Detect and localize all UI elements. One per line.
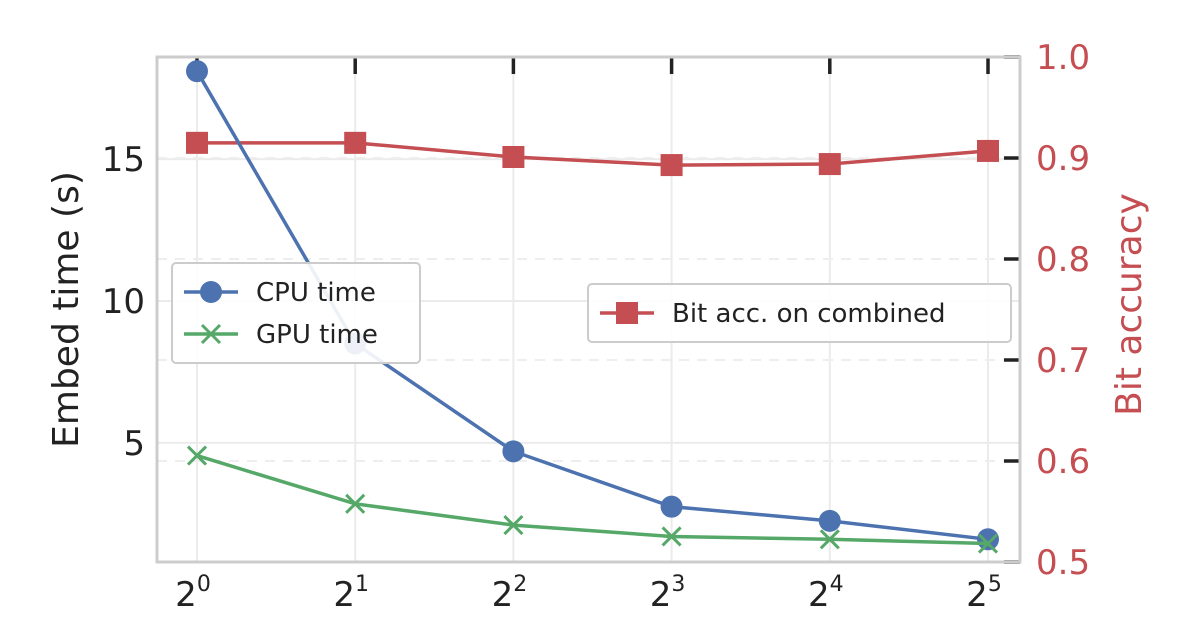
- legend-right: Bit acc. on combined: [587, 283, 1012, 343]
- series-line-gpu-time: [196, 453, 989, 546]
- legend-marker: [200, 323, 222, 345]
- data-point-cpu-time: [818, 509, 841, 532]
- x-marker-stroke: [977, 533, 999, 554]
- legend-left: CPU time GPU time: [171, 262, 421, 364]
- data-point-bit-acc-on-combined: [344, 131, 367, 154]
- data-point-gpu-time: [186, 445, 208, 466]
- x-tick-label: 25: [966, 572, 1002, 615]
- y-right-tick-label: 0.5: [1036, 543, 1090, 583]
- data-point-gpu-time: [977, 533, 999, 554]
- legend-marker: [200, 281, 222, 303]
- data-point-cpu-time: [977, 528, 999, 551]
- series-bit-acc-on-combined: [186, 131, 999, 177]
- series-line-bit-acc-on-combined: [197, 141, 989, 167]
- data-point-bit-acc-on-combined: [977, 139, 999, 162]
- legend-frame: [587, 283, 1012, 343]
- legend-entry: GPU time: [184, 320, 378, 350]
- y-right-tick-label: 1.0: [1036, 38, 1090, 78]
- legend-entry: Bit acc. on combined: [600, 299, 945, 329]
- data-point-gpu-time: [345, 493, 366, 514]
- x-tick-label: 21: [333, 572, 369, 615]
- x-tick-label: 24: [808, 572, 844, 615]
- y-axis-right-label: Bit accuracy: [1109, 193, 1150, 416]
- data-point-gpu-time: [503, 515, 524, 536]
- data-point-cpu-time: [660, 495, 683, 518]
- y-right-tick-label: 0.7: [1036, 341, 1090, 381]
- y-right-tick-label: 0.9: [1036, 139, 1090, 179]
- x-marker-stroke: [186, 445, 208, 466]
- x-tick-label: 22: [492, 572, 528, 615]
- x-marker-stroke: [345, 493, 366, 514]
- y-left-tick-label: 10: [102, 282, 145, 322]
- data-point-bit-acc-on-combined: [502, 145, 525, 168]
- data-point-gpu-time: [661, 526, 682, 547]
- x-marker-stroke: [503, 515, 524, 536]
- legend-frame: [171, 262, 421, 364]
- data-point-bit-acc-on-combined: [818, 153, 841, 176]
- data-point-bit-acc-on-combined: [660, 154, 683, 177]
- x-tick-label: 23: [650, 572, 686, 615]
- y-right-tick-label: 0.8: [1036, 240, 1090, 280]
- y-axis-left-label: Embed time (s): [46, 171, 87, 448]
- legend-label: GPU time: [256, 320, 378, 350]
- legend-label: Bit acc. on combined: [672, 299, 945, 329]
- x-marker-stroke: [661, 526, 682, 547]
- series-gpu-time: [186, 445, 999, 554]
- data-point-cpu-time: [502, 440, 525, 463]
- legend-marker: [616, 302, 638, 324]
- legend-entry: CPU time: [184, 278, 376, 308]
- data-point-bit-acc-on-combined: [186, 131, 208, 154]
- plot-frame: [155, 55, 1022, 564]
- data-point-cpu-time: [186, 60, 208, 83]
- legend-label: CPU time: [256, 278, 376, 308]
- data-point-gpu-time: [819, 529, 840, 550]
- y-right-tick-label: 0.6: [1036, 442, 1090, 482]
- y-left-tick-label: 15: [102, 140, 145, 180]
- x-marker-stroke: [200, 323, 222, 345]
- x-marker-stroke: [819, 529, 840, 550]
- x-tick-label: 20: [175, 572, 211, 615]
- y-left-tick-label: 5: [123, 424, 145, 464]
- ticks: 20 21 22 23 24 25 5 10 15 0.5 0.6 0.7 0.8 0.9 1.0: [102, 38, 1090, 615]
